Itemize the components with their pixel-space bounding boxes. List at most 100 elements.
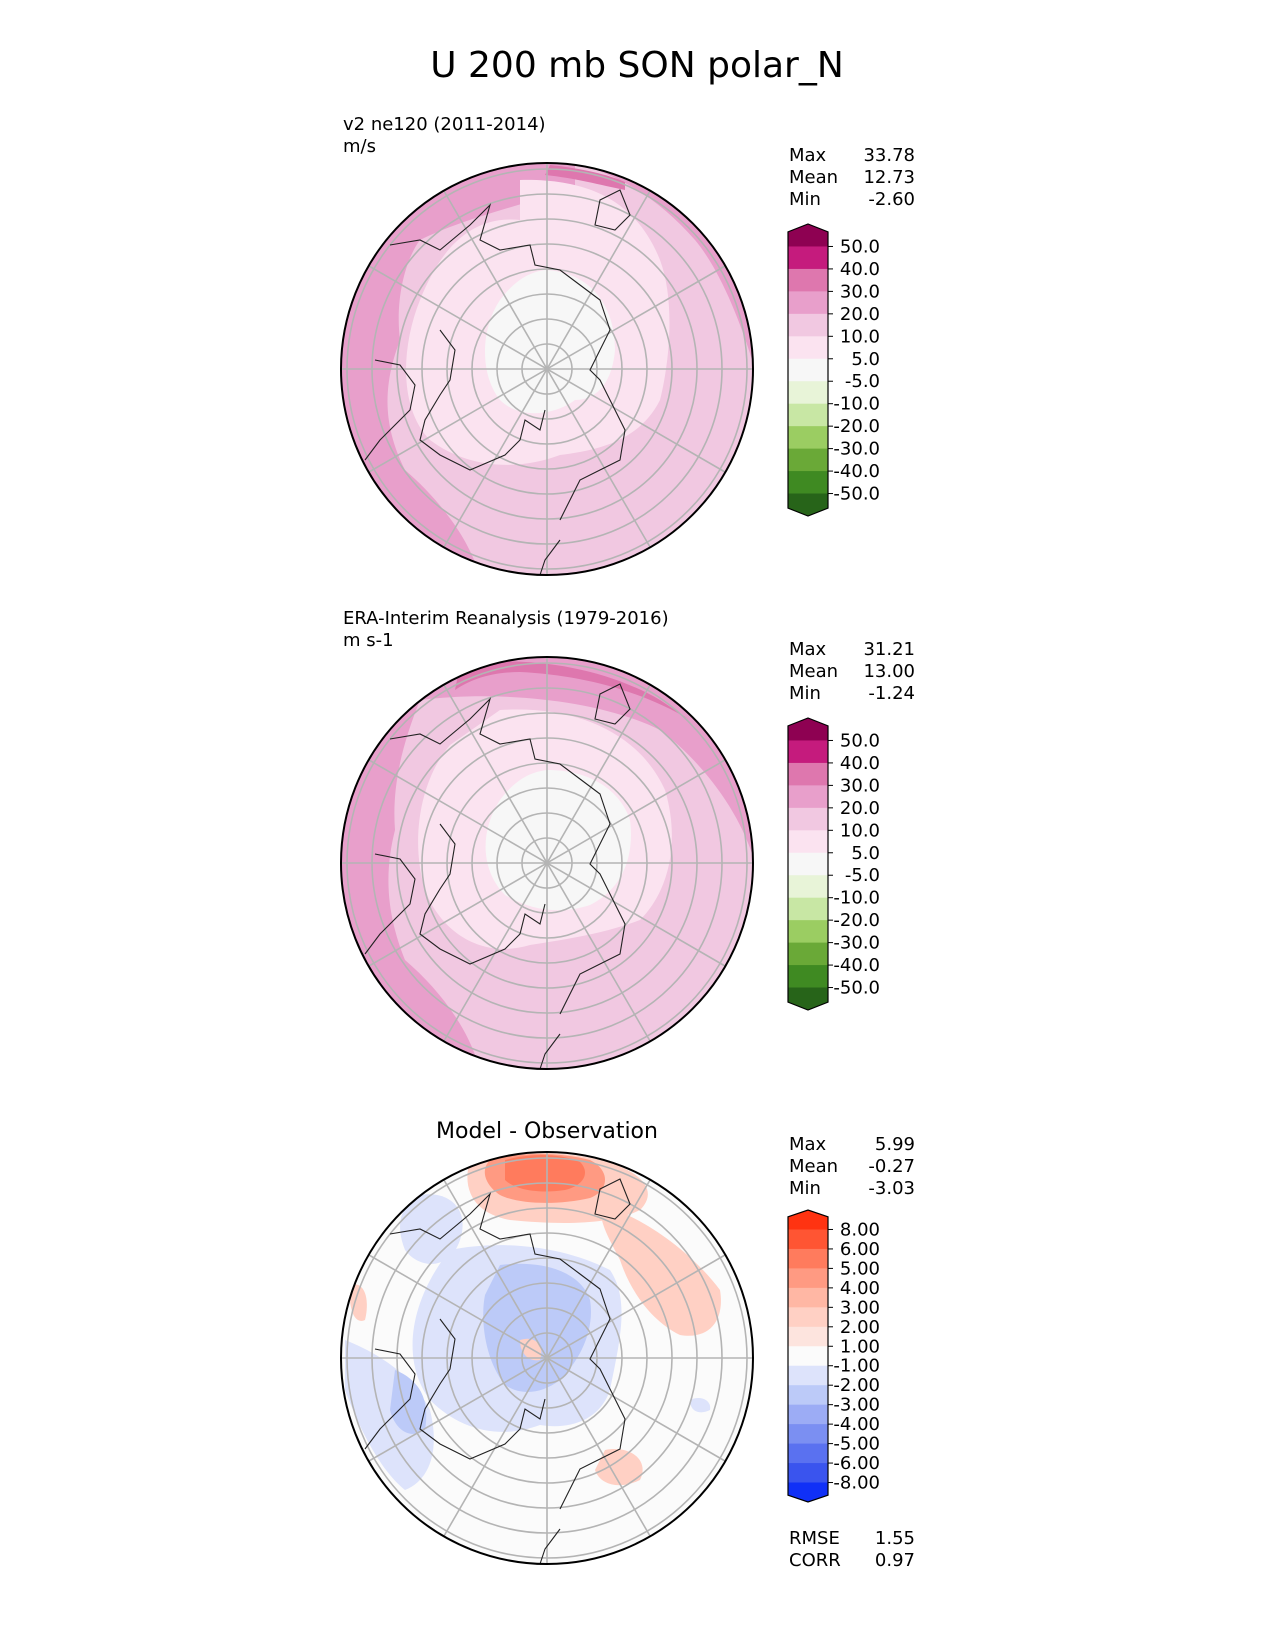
panel-subtitle: ERA-Interim Reanalysis (1979-2016)	[343, 608, 669, 629]
colorbar-segment	[788, 268, 828, 292]
colorbar-segment	[788, 897, 828, 921]
colorbar-tick-label: -6.00	[833, 1453, 880, 1474]
stat-label: Min	[789, 1178, 821, 1199]
colorbar-segment	[788, 1210, 828, 1230]
region-negative-east	[690, 1398, 711, 1413]
colorbar-tick-label: 10.0	[840, 820, 880, 841]
colorbar-tick-label: 30.0	[840, 281, 880, 302]
panel-title: Model - Observation	[436, 1119, 658, 1144]
colorbar-segment	[788, 1463, 828, 1484]
colorbar-tick-label: 4.00	[840, 1278, 880, 1299]
colorbar-segment	[788, 1346, 828, 1367]
panel-units: m s-1	[343, 630, 394, 651]
colorbar-tick-label: -4.00	[833, 1414, 880, 1435]
colorbar-tick-label: -3.00	[833, 1395, 880, 1416]
stat-value: 13.00	[863, 661, 915, 682]
colorbar-segment	[788, 1229, 828, 1250]
colorbar-segment	[788, 740, 828, 764]
colorbar-tick-label: 3.00	[840, 1297, 880, 1318]
panel-model: v2 ne120 (2011-2014) m/s	[340, 114, 915, 576]
graticule	[341, 657, 753, 1069]
graticule	[341, 163, 753, 575]
colorbar-tick-label: 1.00	[840, 1336, 880, 1357]
colorbar-segment	[788, 1268, 828, 1289]
colorbar-tick-label: 40.0	[840, 753, 880, 774]
stat-label: Max	[789, 639, 827, 660]
colorbar-segment	[788, 987, 828, 1010]
colorbar: 50.040.030.020.010.05.0-5.0-10.0-20.0-30…	[787, 223, 880, 517]
colorbar-tick-label: -1.00	[833, 1356, 880, 1377]
colorbar-segment	[788, 1248, 828, 1269]
coastlines	[364, 683, 631, 1070]
region-jet-max	[545, 165, 625, 190]
metric-label: CORR	[789, 1550, 841, 1571]
colorbar-outline	[787, 717, 829, 1011]
colorbar-segment	[788, 1404, 828, 1425]
graticule	[341, 1152, 753, 1564]
colorbar-segment	[788, 1424, 828, 1445]
map-boundary	[340, 1151, 754, 1565]
colorbar-tick-label: -50.0	[833, 978, 880, 999]
colorbar-tick-label: -40.0	[833, 955, 880, 976]
stat-label: Max	[789, 1134, 827, 1155]
stat-value: 5.99	[875, 1134, 915, 1155]
colorbar-segment	[788, 830, 828, 854]
colorbar-tick-label: 5.00	[840, 1258, 880, 1279]
colorbar-segment	[788, 246, 828, 270]
colorbar-segment	[788, 313, 828, 337]
colorbar-segment	[788, 358, 828, 382]
panel-difference: Model - Observation	[340, 1119, 915, 1571]
colorbar-segment	[788, 336, 828, 360]
colorbar-tick-label: -20.0	[833, 416, 880, 437]
colorbar-outline	[787, 223, 829, 517]
colorbar-segment	[788, 762, 828, 786]
colorbar-segment	[788, 1385, 828, 1406]
colorbar-tick-label: -30.0	[833, 439, 880, 460]
colorbar-segment	[788, 1287, 828, 1308]
colorbar-segment	[788, 1326, 828, 1347]
colorbar-segment	[788, 448, 828, 472]
colorbar-tick-label: 6.00	[840, 1239, 880, 1260]
stat-value: -0.27	[868, 1156, 915, 1177]
stat-label: Mean	[789, 167, 838, 188]
colorbar-tick-label: -5.0	[845, 371, 880, 392]
stat-label: Min	[789, 683, 821, 704]
colorbar-segment	[788, 403, 828, 427]
colorbar-tick-label: 2.00	[840, 1317, 880, 1338]
stat-value: 31.21	[863, 639, 915, 660]
colorbar-tick-label: 5.0	[851, 349, 880, 370]
metric-label: RMSE	[789, 1528, 840, 1549]
stat-value: -2.60	[868, 189, 915, 210]
colorbar-tick-label: 40.0	[840, 259, 880, 280]
region-positive-west	[349, 1284, 367, 1321]
colorbar-segment	[788, 965, 828, 989]
colorbar-tick-label: -10.0	[833, 888, 880, 909]
colorbar-tick-label: -20.0	[833, 910, 880, 931]
colorbar-segment	[788, 1365, 828, 1386]
stat-label: Mean	[789, 661, 838, 682]
colorbar-tick-label: -10.0	[833, 394, 880, 415]
colorbar-tick-label: -50.0	[833, 484, 880, 505]
colorbar-segment	[788, 1307, 828, 1328]
colorbar-segment	[788, 785, 828, 809]
region-positive-east	[600, 1205, 721, 1336]
colorbar-segment	[788, 471, 828, 495]
colorbar: 50.040.030.020.010.05.0-5.0-10.0-20.0-30…	[787, 717, 880, 1011]
colorbar-segment	[788, 426, 828, 450]
map-boundary	[340, 162, 754, 576]
colorbar-tick-label: 8.00	[840, 1219, 880, 1240]
region-positive-5	[505, 1154, 585, 1192]
stat-value: 12.73	[863, 167, 915, 188]
colorbar-tick-label: 20.0	[840, 798, 880, 819]
figure-title: U 200 mb SON polar_N	[430, 45, 844, 86]
colorbar-segment	[788, 718, 828, 741]
coastlines	[364, 189, 631, 576]
colorbar-segment	[788, 291, 828, 315]
panel-observation: ERA-Interim Reanalysis (1979-2016) m s-1	[340, 608, 915, 1070]
colorbar-segment	[788, 920, 828, 944]
colorbar-tick-label: -2.00	[833, 1375, 880, 1396]
colorbar-tick-label: 10.0	[840, 326, 880, 347]
stat-label: Mean	[789, 1156, 838, 1177]
stat-label: Max	[789, 145, 827, 166]
